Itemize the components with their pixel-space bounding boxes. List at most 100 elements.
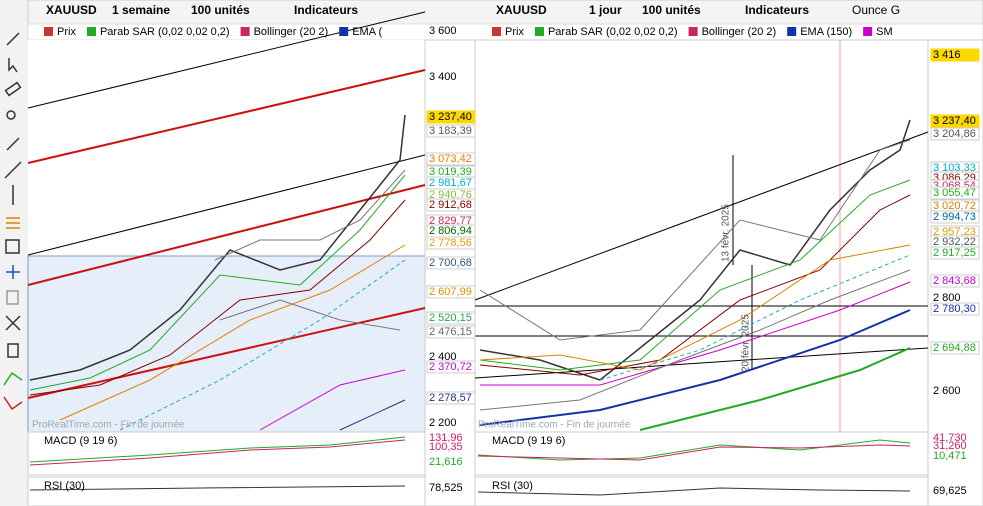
legend-entry[interactable]: Parab SAR (0,02 0,02 0,2) bbox=[100, 26, 230, 38]
price-label-box bbox=[930, 302, 980, 316]
symbol[interactable]: XAUUSD bbox=[496, 3, 547, 17]
legend-entry[interactable]: Parab SAR (0,02 0,02 0,2) bbox=[548, 26, 678, 38]
price-label: 3 183,39 bbox=[429, 125, 472, 137]
price-label: 2 829,77 bbox=[429, 215, 472, 227]
price-label-box bbox=[426, 325, 476, 339]
legend-swatch bbox=[863, 27, 873, 36]
period[interactable]: 1 semaine bbox=[112, 3, 170, 17]
ema-line bbox=[479, 244, 911, 371]
price-label: 2 912,68 bbox=[429, 199, 472, 211]
tool-delete[interactable] bbox=[7, 343, 19, 358]
ema-line bbox=[639, 347, 911, 431]
tool-line[interactable] bbox=[4, 161, 22, 179]
instrument-name: Ounce G bbox=[852, 3, 900, 17]
legend-swatch bbox=[688, 27, 698, 36]
ema-line bbox=[259, 369, 406, 431]
price-label: 2 917,25 bbox=[933, 247, 976, 259]
price-label: 2 400 bbox=[429, 351, 457, 363]
tool-ia2[interactable] bbox=[3, 396, 23, 411]
rsi-panel bbox=[27, 476, 426, 506]
trend-line bbox=[27, 184, 426, 286]
legend-swatch bbox=[492, 27, 501, 36]
trend-line bbox=[474, 131, 929, 301]
price-label-box bbox=[426, 285, 476, 299]
macd-label: 131,96 bbox=[429, 432, 463, 444]
tool-segment[interactable] bbox=[6, 137, 20, 151]
legend-entry[interactable]: EMA (150) bbox=[800, 26, 852, 38]
price-label: 3 400 bbox=[429, 71, 457, 83]
price-label: 3 237,40 bbox=[429, 111, 472, 123]
trend-line bbox=[27, 154, 426, 256]
macd-line bbox=[29, 436, 406, 463]
price-label-box bbox=[930, 127, 980, 141]
tool-ruler[interactable] bbox=[4, 81, 22, 97]
units[interactable]: 100 unités bbox=[191, 3, 250, 17]
price-label: 2 476,15 bbox=[429, 326, 472, 338]
units[interactable]: 100 unités bbox=[642, 3, 701, 17]
tool-icons bbox=[3, 32, 23, 411]
price-label: 3 073,42 bbox=[429, 153, 472, 165]
legend-entry[interactable]: Bollinger (20 2) bbox=[702, 26, 777, 38]
indicators[interactable]: Indicateurs bbox=[294, 3, 358, 17]
tool-pencil[interactable] bbox=[6, 32, 20, 46]
macd-panel bbox=[27, 431, 426, 476]
rsi-panel bbox=[474, 476, 929, 506]
price-label-box bbox=[426, 110, 476, 124]
price-label: 2 994,73 bbox=[933, 211, 976, 223]
price-label: 2 520,15 bbox=[429, 312, 472, 324]
price-path bbox=[29, 114, 406, 381]
legend-swatch bbox=[787, 27, 797, 36]
tool-tools[interactable] bbox=[5, 315, 21, 331]
tool-pointer[interactable] bbox=[8, 58, 18, 73]
bollinger-line bbox=[214, 169, 406, 331]
price-label-box bbox=[930, 274, 980, 288]
selection-zone bbox=[27, 255, 426, 433]
tool-copy[interactable] bbox=[6, 290, 19, 305]
legend-swatch bbox=[44, 27, 53, 36]
tool-ia1[interactable] bbox=[3, 371, 23, 386]
macd-label: 21,616 bbox=[429, 456, 463, 468]
rsi-label: 78,525 bbox=[429, 482, 463, 494]
price-label: 2 932,22 bbox=[933, 236, 976, 248]
macd-label: 100,35 bbox=[429, 441, 463, 453]
macd-title: MACD (9 19 6) bbox=[492, 435, 565, 447]
legend-entry[interactable]: SM bbox=[876, 26, 893, 38]
price-label: 2 778,56 bbox=[429, 237, 472, 249]
price-label: 2 694,88 bbox=[933, 342, 976, 354]
tool-fibo[interactable] bbox=[6, 217, 20, 229]
period[interactable]: 1 jour bbox=[589, 3, 622, 17]
price-label-box bbox=[930, 210, 980, 224]
price-label: 2 981,67 bbox=[429, 177, 472, 189]
price-label: 2 843,68 bbox=[933, 275, 976, 287]
trend-line bbox=[27, 69, 426, 164]
price-label: 3 103,33 bbox=[933, 162, 976, 174]
macd-label: 31,260 bbox=[933, 440, 967, 452]
legend-entry[interactable]: EMA ( bbox=[352, 26, 382, 38]
price-label: 2 200 bbox=[429, 417, 457, 429]
price-label: 2 800 bbox=[933, 292, 961, 304]
date-annotation: 20 févr. 2025 bbox=[741, 314, 752, 372]
legend-swatch bbox=[534, 27, 544, 36]
rsi-label: 69,625 bbox=[933, 485, 967, 497]
indicators[interactable]: Indicateurs bbox=[745, 3, 809, 17]
legend-entry[interactable]: Prix bbox=[505, 26, 524, 38]
price-label: 2 700,68 bbox=[429, 257, 472, 269]
price-label: 2 806,94 bbox=[429, 225, 472, 237]
macd-label: 10,471 bbox=[933, 450, 967, 462]
macd-signal bbox=[29, 439, 406, 466]
tool-text[interactable] bbox=[5, 239, 20, 254]
legend-swatch bbox=[240, 27, 250, 36]
price-label-box bbox=[426, 256, 476, 270]
legend-entry[interactable]: Bollinger (20 2) bbox=[254, 26, 329, 38]
price-label: 2 780,30 bbox=[933, 303, 976, 315]
macd-panel bbox=[474, 431, 929, 476]
symbol[interactable]: XAUUSD bbox=[46, 3, 97, 17]
tool-zoom[interactable] bbox=[6, 110, 16, 120]
price-label: 3 237,40 bbox=[933, 115, 976, 127]
rsi-line bbox=[29, 485, 406, 491]
price-label: 3 416 bbox=[933, 49, 961, 61]
tool-move[interactable] bbox=[6, 265, 20, 279]
legend-entry[interactable]: Prix bbox=[57, 26, 76, 38]
